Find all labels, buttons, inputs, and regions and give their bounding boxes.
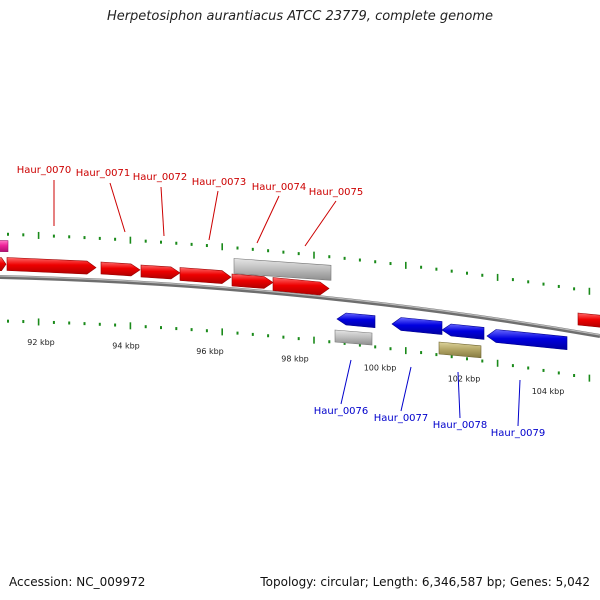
- forward-label-leader: [160, 186, 165, 237]
- forward-gene-arrow: [0, 257, 7, 272]
- forward-gene-label[interactable]: Haur_0071: [76, 168, 131, 179]
- forward-label-leader: [256, 195, 280, 244]
- forward-gene-arrow: [231, 273, 274, 289]
- reverse-label-leader: [400, 366, 412, 412]
- forward-gene-arrow: [0, 240, 9, 253]
- forward-gene-label[interactable]: Haur_0070: [17, 165, 72, 176]
- reverse-gene-label[interactable]: Haur_0076: [314, 406, 369, 417]
- reverse-label-leader: [517, 379, 521, 427]
- gray-gene-block: [233, 258, 332, 281]
- reverse-gene-label[interactable]: Haur_0077: [374, 413, 429, 424]
- scale-label: 104 kbp: [532, 387, 565, 396]
- forward-gene-label[interactable]: Haur_0074: [252, 182, 307, 193]
- forward-gene-arrow: [6, 257, 97, 275]
- forward-gene-label[interactable]: Haur_0073: [192, 177, 247, 188]
- accession-text: Accession: NC_009972: [9, 575, 146, 589]
- forward-label-leader: [109, 182, 126, 233]
- forward-label-leader: [208, 190, 219, 241]
- forward-gene-label[interactable]: Haur_0072: [133, 172, 188, 183]
- reverse-gene-label[interactable]: Haur_0079: [491, 428, 546, 439]
- scale-label: 92 kbp: [27, 338, 55, 347]
- scale-label: 102 kbp: [448, 374, 481, 383]
- scale-label: 96 kbp: [196, 347, 224, 356]
- forward-gene-arrow: [140, 264, 181, 280]
- forward-gene-label[interactable]: Haur_0075: [309, 187, 364, 198]
- genome-summary-text: Topology: circular; Length: 6,346,587 bp…: [260, 575, 590, 589]
- reverse-gene-arrow: [486, 329, 568, 351]
- forward-gene-arrow: [179, 267, 232, 284]
- reverse-label-leader: [457, 371, 461, 419]
- reverse-gene-label[interactable]: Haur_0078: [433, 420, 488, 431]
- reverse-gene-arrow: [441, 323, 485, 340]
- forward-gene-arrow: [577, 312, 600, 328]
- scale-label: 100 kbp: [364, 363, 397, 372]
- olive-gene-block: [438, 341, 482, 359]
- scale-label: 98 kbp: [281, 354, 309, 363]
- forward-gene-arrow: [272, 277, 330, 296]
- reverse-gene-arrow: [391, 317, 443, 335]
- forward-gene-arrow: [100, 261, 141, 277]
- scale-label: 94 kbp: [112, 342, 140, 351]
- genome-backbone-highlight: [0, 275, 600, 336]
- reverse-gene-arrow: [336, 312, 376, 329]
- genome-backbone: [0, 275, 600, 338]
- forward-label-leader: [304, 200, 337, 247]
- gray-gene-block: [334, 329, 373, 346]
- genome-title: Herpetosiphon aurantiacus ATCC 23779, co…: [106, 9, 494, 24]
- reverse-label-leader: [340, 359, 352, 405]
